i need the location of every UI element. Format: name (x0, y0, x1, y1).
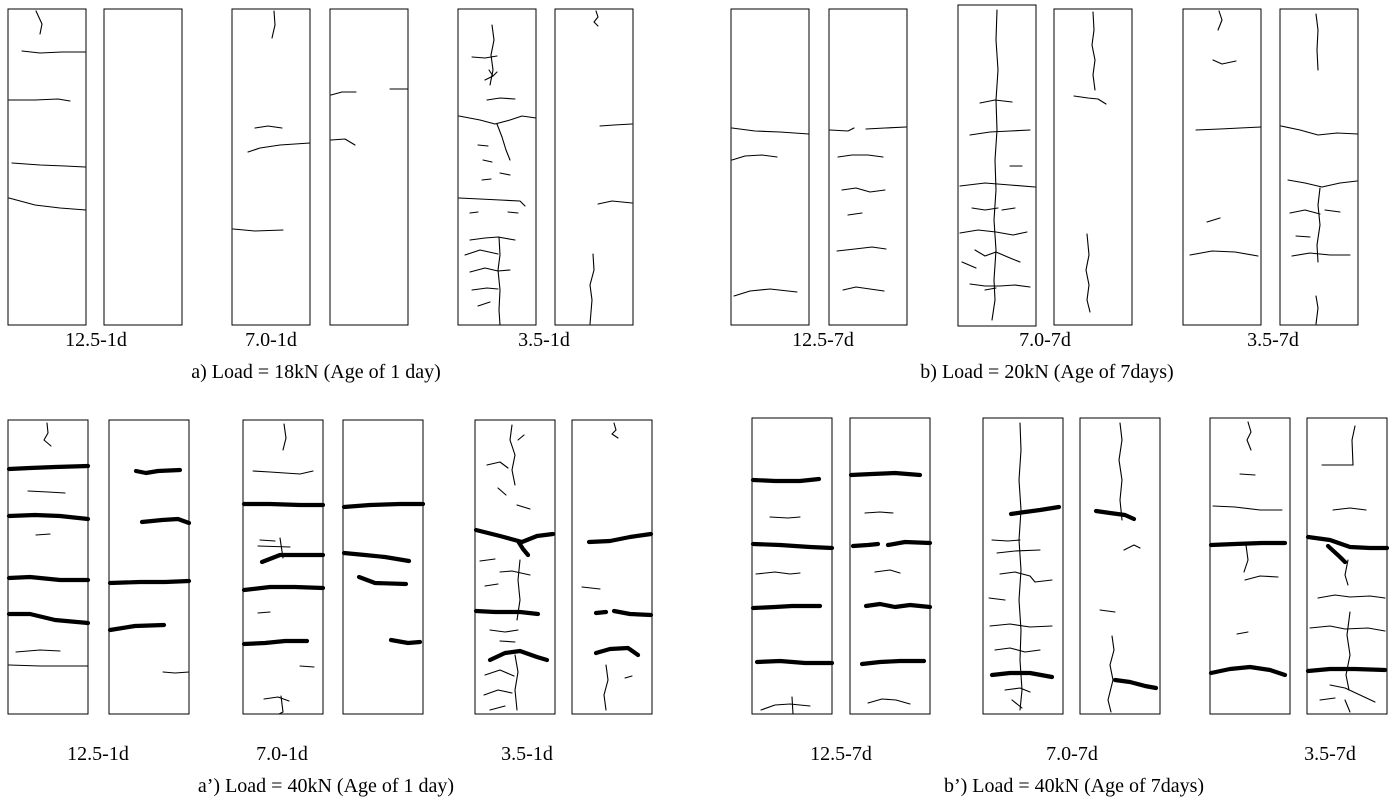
label-aprime-3: 3.5-1d (501, 743, 553, 765)
specimen-12.5-1d-left (7, 8, 87, 326)
specimen-3.5-7d-left (1182, 8, 1262, 326)
label-a-1: 12.5-1d (65, 329, 127, 351)
panel-a (7, 8, 634, 326)
specimen-7.0-1d-right-40kN (342, 419, 424, 715)
caption-b: b) Load = 20kN (Age of 7days) (920, 361, 1173, 383)
label-b-1: 12.5-7d (792, 329, 854, 351)
caption-aprime: a’) Load = 40kN (Age of 1 day) (198, 775, 454, 797)
specimen-3.5-1d-left-40kN (474, 419, 556, 715)
panel-a-prime (6, 419, 654, 715)
specimen-7.0-7d-left-40kN (982, 417, 1064, 715)
specimen-3.5-7d-right (1279, 8, 1359, 326)
label-b-3: 3.5-7d (1247, 329, 1299, 351)
specimen-7.0-1d-left (231, 8, 311, 326)
specimen-7.0-7d-right-40kN (1079, 417, 1161, 715)
label-a-3: 3.5-1d (518, 329, 570, 351)
specimen-7.0-1d-right (329, 8, 409, 326)
caption-a: a) Load = 18kN (Age of 1 day) (191, 361, 441, 383)
specimen-3.5-1d-left (457, 8, 537, 326)
caption-bprime: b’) Load = 40kN (Age of 7days) (944, 775, 1204, 797)
specimen-12.5-7d-left-40kN (751, 417, 833, 715)
label-aprime-2: 7.0-1d (256, 743, 308, 765)
panel-b-prime (750, 417, 1390, 715)
label-bprime-3: 3.5-7d (1304, 743, 1356, 765)
label-b-2: 7.0-7d (1019, 329, 1071, 351)
panel-b (730, 4, 1359, 327)
label-a-2: 7.0-1d (245, 329, 297, 351)
specimen-12.5-7d-right-40kN (849, 417, 931, 715)
specimen-12.5-1d-right-40kN (108, 419, 190, 715)
specimen-3.5-1d-right-40kN (571, 419, 653, 715)
specimen-12.5-7d-left (730, 8, 810, 326)
specimen-12.5-1d-right (103, 8, 183, 326)
specimen-7.0-7d-right (1053, 8, 1133, 326)
labels: 12.5-1d 7.0-1d 3.5-1d a) Load = 18kN (Ag… (65, 329, 1356, 797)
specimen-12.5-7d-right (828, 8, 908, 326)
label-aprime-1: 12.5-1d (67, 743, 129, 765)
specimen-12.5-1d-left-40kN (7, 419, 89, 715)
specimen-3.5-7d-left-40kN (1209, 417, 1291, 715)
label-bprime-1: 12.5-7d (810, 743, 872, 765)
specimen-7.0-7d-left (957, 4, 1037, 327)
specimen-3.5-7d-right-40kN (1306, 417, 1388, 715)
specimen-3.5-1d-right (554, 8, 634, 326)
specimen-7.0-1d-left-40kN (242, 419, 324, 715)
label-bprime-2: 7.0-7d (1046, 743, 1098, 765)
